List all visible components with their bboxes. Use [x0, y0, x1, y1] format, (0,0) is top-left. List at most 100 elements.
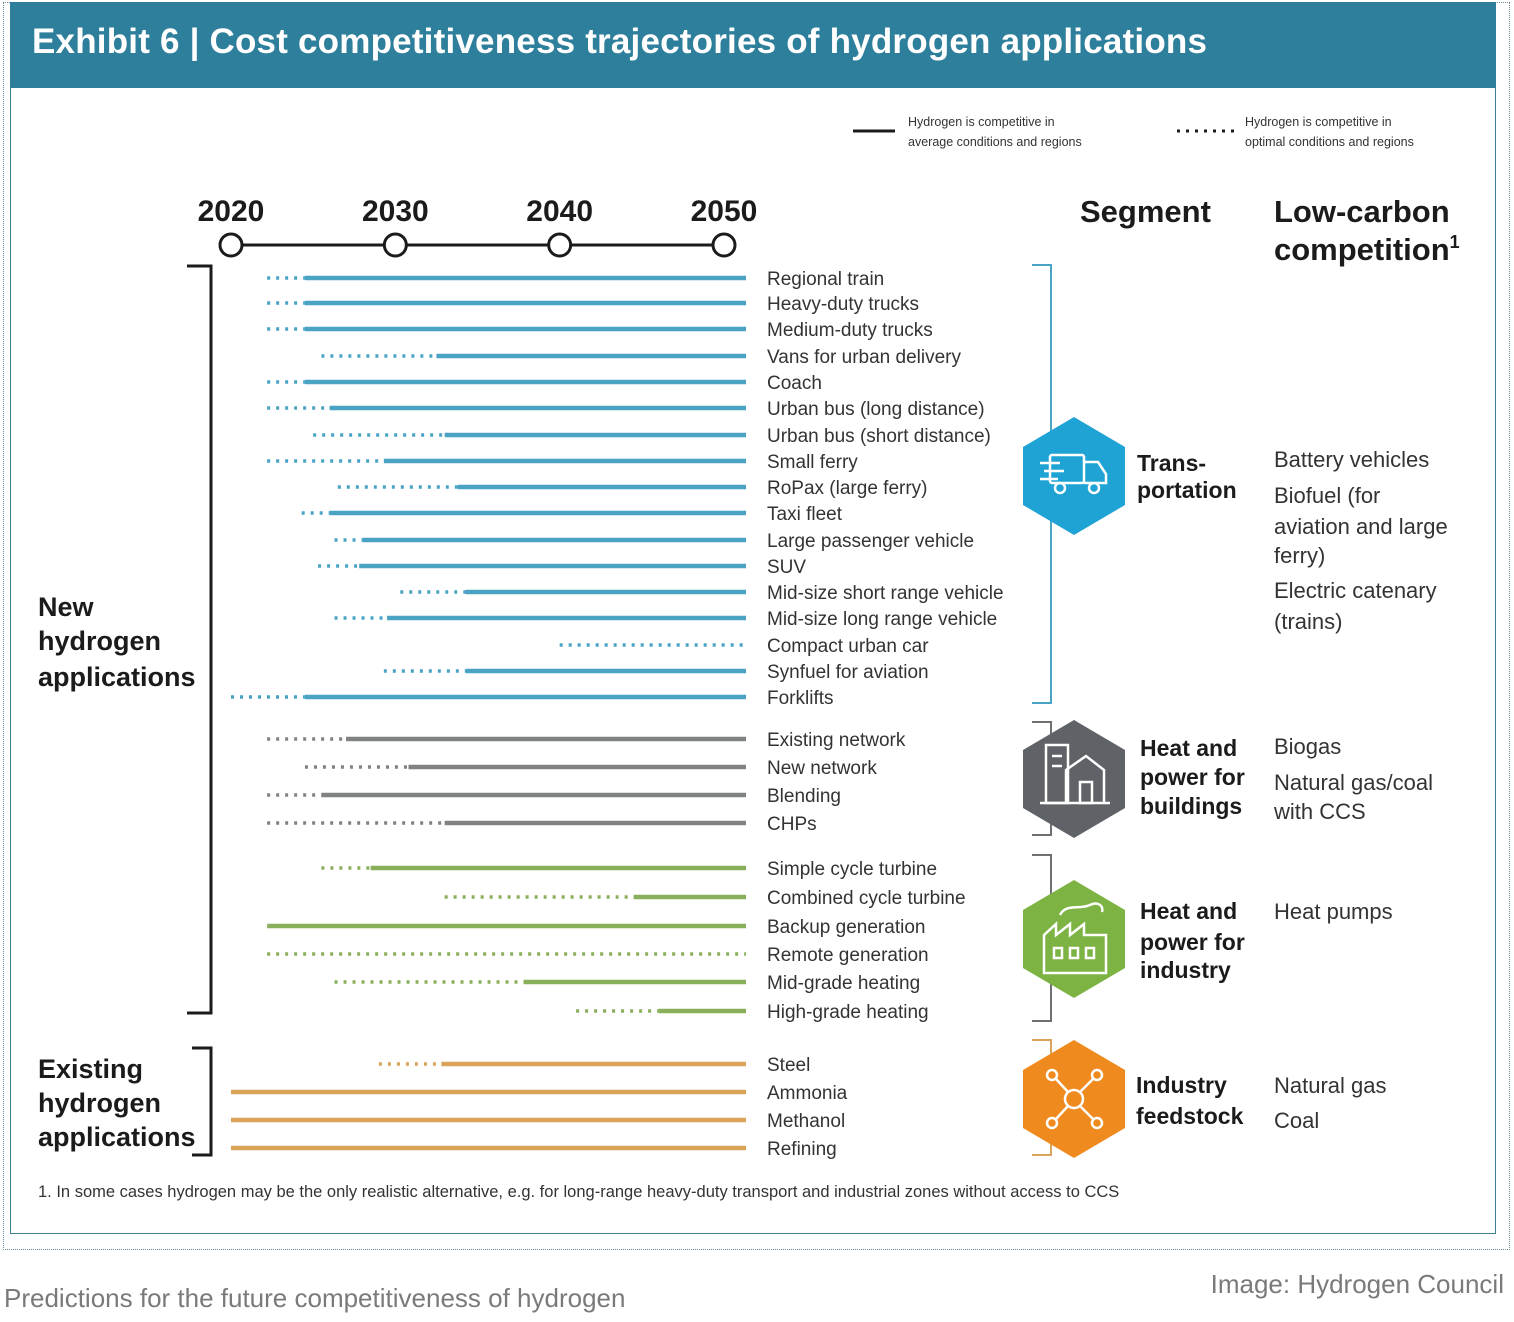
image-credit: Image: Hydrogen Council	[1210, 1269, 1504, 1299]
competition-transportation-6: (trains)	[1274, 609, 1342, 634]
group-label-existing-2: hydrogen	[38, 1088, 161, 1118]
series-label-simple-cycle-turbine: Simple cycle turbine	[767, 859, 937, 880]
bracket-existing-path	[192, 1046, 213, 1157]
competition-list: Battery vehicles Biofuel (for aviation a…	[1273, 447, 1448, 1133]
series-label-new-network: New network	[767, 758, 877, 779]
competition-feedstock-2: Coal	[1274, 1108, 1319, 1133]
hexagon-feedstock	[1023, 1040, 1125, 1158]
series-label-mid-size-long-range-vehicle: Mid-size long range vehicle	[767, 609, 997, 630]
group-label-new-1: New	[38, 592, 95, 622]
series-label-combined-cycle-turbine: Combined cycle turbine	[767, 888, 966, 909]
series-label-methanol: Methanol	[767, 1111, 845, 1132]
group-label-new-2: hydrogen	[38, 626, 161, 656]
segment-name-industry-3: industry	[1140, 957, 1231, 983]
series-label-mid-size-short-range-vehicle: Mid-size short range vehicle	[767, 583, 1004, 604]
segment-name-buildings-2: power for	[1140, 764, 1245, 790]
segment-buildings: Heat and power for buildings	[1023, 720, 1245, 838]
segment-feedstock: Industry feedstock	[1023, 1040, 1244, 1158]
legend: Hydrogen is competitive in average condi…	[853, 115, 1414, 149]
axis-tick-marker-2030	[382, 232, 408, 258]
image-caption: Predictions for the future competitivene…	[4, 1283, 626, 1313]
series-label-high-grade-heating: High-grade heating	[767, 1002, 929, 1023]
series-label-remote-generation: Remote generation	[767, 945, 929, 966]
exhibit-title: Exhibit 6 | Cost competitiveness traject…	[32, 22, 1208, 61]
segment-name-feedstock-1: Industry	[1136, 1072, 1227, 1098]
segment-name-industry-1: Heat and	[1140, 898, 1237, 924]
series-label-chps: CHPs	[767, 814, 817, 835]
hexagon-transportation	[1023, 417, 1125, 535]
segment-brackets	[1032, 264, 1052, 1156]
series-label-backup-generation: Backup generation	[767, 917, 925, 938]
competition-buildings-1: Biogas	[1274, 734, 1341, 759]
segment-name-feedstock-2: feedstock	[1136, 1103, 1244, 1129]
group-bracket-new: New hydrogen applications	[38, 264, 213, 1015]
competition-column-header-2-text: competition	[1274, 232, 1450, 267]
segment-column-header: Segment	[1080, 194, 1211, 229]
series-label-compact-urban-car: Compact urban car	[767, 636, 929, 657]
competition-buildings-2: Natural gas/coal	[1274, 770, 1433, 795]
competition-buildings-3: with CCS	[1273, 799, 1366, 824]
competition-transportation-5: Electric catenary	[1274, 578, 1437, 603]
timeline-axis: 2020 2030 2040 2050	[198, 195, 758, 258]
building-icon	[1040, 743, 1110, 805]
series-label-heavy-duty-trucks: Heavy-duty trucks	[767, 294, 919, 315]
competition-transportation-4: ferry)	[1274, 543, 1325, 568]
segment-name-buildings-1: Heat and	[1140, 735, 1237, 761]
axis-tick-marker-2020	[218, 232, 244, 258]
segment-name-industry-2: power for	[1140, 929, 1245, 955]
axis-tick-label-2030: 2030	[362, 195, 429, 228]
legend-dotted-label-1: Hydrogen is competitive in	[1245, 115, 1392, 129]
series-label-coach: Coach	[767, 373, 822, 394]
segment-name-transportation-1: Trans-	[1137, 450, 1206, 476]
series-bars: Regional train Heavy-duty trucks Medium-du…	[231, 269, 1004, 1160]
legend-solid-label-1: Hydrogen is competitive in	[908, 115, 1055, 129]
segment-industry: Heat and power for industry	[1023, 880, 1245, 998]
hexagon-industry	[1023, 880, 1125, 998]
competition-transportation-2: Biofuel (for	[1274, 483, 1380, 508]
competition-transportation-3: aviation and large	[1274, 514, 1448, 539]
series-label-steel: Steel	[767, 1055, 810, 1076]
group-bracket-existing: Existing hydrogen applications	[38, 1046, 213, 1157]
axis-tick-label-2050: 2050	[691, 195, 758, 228]
series-label-vans-for-urban-delivery: Vans for urban delivery	[767, 347, 961, 368]
series-label-small-ferry: Small ferry	[767, 452, 858, 473]
series-label-suv: SUV	[767, 557, 806, 578]
series-label-refining: Refining	[767, 1139, 837, 1160]
competition-feedstock-1: Natural gas	[1274, 1073, 1387, 1098]
segment-name-buildings-3: buildings	[1140, 793, 1242, 819]
series-label-ropax-large-ferry: RoPax (large ferry)	[767, 478, 928, 499]
group-label-existing-1: Existing	[38, 1054, 143, 1084]
header-bar	[10, 2, 1496, 88]
competition-transportation-1: Battery vehicles	[1274, 447, 1429, 472]
competition-column-header-2: competition1	[1274, 232, 1460, 267]
series-label-blending: Blending	[767, 786, 841, 807]
legend-solid-label-2: average conditions and regions	[908, 135, 1082, 149]
series-label-urban-bus-short-distance: Urban bus (short distance)	[767, 426, 991, 447]
segment-name-transportation-2: portation	[1137, 477, 1237, 503]
footnote: 1. In some cases hydrogen may be the onl…	[38, 1183, 1120, 1201]
legend-dotted-label-2: optimal conditions and regions	[1245, 135, 1414, 149]
series-label-mid-grade-heating: Mid-grade heating	[767, 973, 920, 994]
group-label-existing-3: applications	[38, 1122, 196, 1152]
competition-column-header-1: Low-carbon	[1274, 194, 1450, 229]
series-label-large-passenger-vehicle: Large passenger vehicle	[767, 531, 974, 552]
molecule-icon	[1045, 1068, 1104, 1130]
footnote-marker: 1	[1450, 232, 1460, 252]
series-label-synfuel-for-aviation: Synfuel for aviation	[767, 662, 929, 683]
axis-tick-label-2040: 2040	[526, 195, 593, 228]
hexagon-buildings	[1023, 720, 1125, 838]
series-label-ammonia: Ammonia	[767, 1083, 848, 1104]
segment-transportation: Trans- portation	[1023, 417, 1237, 535]
axis-tick-marker-2050	[711, 232, 737, 258]
axis-tick-marker-2040	[547, 232, 573, 258]
series-label-forklifts: Forklifts	[767, 688, 834, 709]
competition-industry-1: Heat pumps	[1274, 899, 1393, 924]
factory-icon	[1042, 902, 1108, 975]
series-label-medium-duty-trucks: Medium-duty trucks	[767, 320, 933, 341]
series-label-taxi-fleet: Taxi fleet	[767, 504, 843, 525]
series-label-existing-network: Existing network	[767, 730, 906, 751]
series-label-urban-bus-long-distance: Urban bus (long distance)	[767, 399, 985, 420]
group-label-new-3: applications	[38, 662, 196, 692]
axis-tick-label-2020: 2020	[198, 195, 265, 228]
